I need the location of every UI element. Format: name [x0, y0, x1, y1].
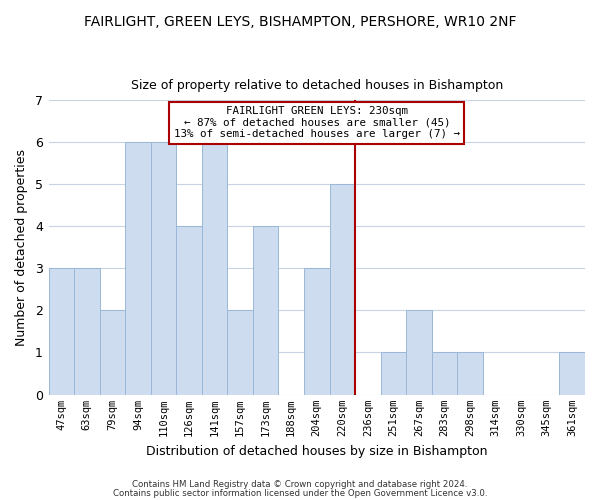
Bar	[304, 268, 329, 394]
Bar	[253, 226, 278, 394]
Title: Size of property relative to detached houses in Bishampton: Size of property relative to detached ho…	[131, 79, 503, 92]
Bar	[406, 310, 432, 394]
Bar	[202, 142, 227, 395]
Bar	[329, 184, 355, 394]
Bar	[151, 142, 176, 395]
Bar	[74, 268, 100, 394]
Bar	[176, 226, 202, 394]
Bar	[380, 352, 406, 395]
X-axis label: Distribution of detached houses by size in Bishampton: Distribution of detached houses by size …	[146, 444, 487, 458]
Text: Contains public sector information licensed under the Open Government Licence v3: Contains public sector information licen…	[113, 488, 487, 498]
Text: Contains HM Land Registry data © Crown copyright and database right 2024.: Contains HM Land Registry data © Crown c…	[132, 480, 468, 489]
Y-axis label: Number of detached properties: Number of detached properties	[15, 149, 28, 346]
Bar	[457, 352, 483, 395]
Text: FAIRLIGHT, GREEN LEYS, BISHAMPTON, PERSHORE, WR10 2NF: FAIRLIGHT, GREEN LEYS, BISHAMPTON, PERSH…	[84, 15, 516, 29]
Bar	[125, 142, 151, 395]
Text: FAIRLIGHT GREEN LEYS: 230sqm
← 87% of detached houses are smaller (45)
13% of se: FAIRLIGHT GREEN LEYS: 230sqm ← 87% of de…	[174, 106, 460, 139]
Bar	[432, 352, 457, 395]
Bar	[227, 310, 253, 394]
Bar	[100, 310, 125, 394]
Bar	[49, 268, 74, 394]
Bar	[559, 352, 585, 395]
